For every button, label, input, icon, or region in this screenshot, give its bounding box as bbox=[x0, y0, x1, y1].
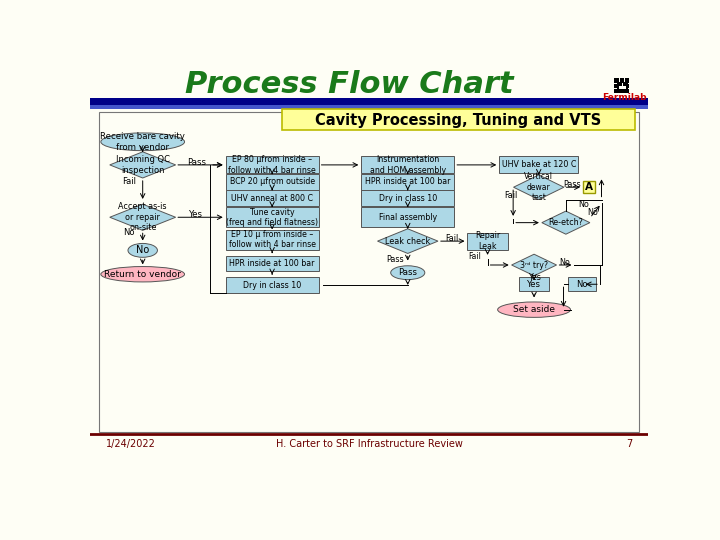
Text: A: A bbox=[585, 182, 593, 192]
FancyBboxPatch shape bbox=[225, 230, 319, 249]
Text: HPR inside at 100 bar: HPR inside at 100 bar bbox=[365, 177, 451, 186]
FancyBboxPatch shape bbox=[625, 89, 629, 93]
Text: Tune cavity
(freq and field flatness): Tune cavity (freq and field flatness) bbox=[226, 207, 318, 227]
Text: Dry in class 10: Dry in class 10 bbox=[379, 193, 437, 202]
Text: UHV bake at 120 C: UHV bake at 120 C bbox=[502, 160, 576, 170]
FancyBboxPatch shape bbox=[225, 157, 319, 173]
FancyBboxPatch shape bbox=[225, 190, 319, 206]
Text: Receive bare cavity
from vendor: Receive bare cavity from vendor bbox=[100, 132, 185, 152]
FancyBboxPatch shape bbox=[583, 181, 595, 193]
Text: Yes: Yes bbox=[528, 273, 541, 282]
Polygon shape bbox=[513, 175, 564, 200]
Polygon shape bbox=[109, 152, 176, 178]
FancyBboxPatch shape bbox=[90, 105, 648, 109]
Text: Cavity Processing, Tuning and VTS: Cavity Processing, Tuning and VTS bbox=[315, 113, 601, 128]
FancyBboxPatch shape bbox=[225, 207, 319, 227]
FancyBboxPatch shape bbox=[361, 190, 454, 206]
FancyBboxPatch shape bbox=[617, 82, 621, 86]
FancyBboxPatch shape bbox=[361, 157, 454, 173]
Text: Fail: Fail bbox=[445, 234, 459, 244]
Text: Incoming QC
inspection: Incoming QC inspection bbox=[116, 155, 170, 174]
Text: 3ʳᵈ try?: 3ʳᵈ try? bbox=[520, 260, 548, 269]
Ellipse shape bbox=[498, 302, 570, 318]
Text: Repair
Leak: Repair Leak bbox=[475, 232, 500, 251]
Text: No: No bbox=[136, 245, 149, 255]
Text: Dry in class 10: Dry in class 10 bbox=[243, 280, 301, 289]
FancyBboxPatch shape bbox=[282, 110, 635, 130]
Text: Final assembly: Final assembly bbox=[379, 213, 437, 222]
Text: Re-etch?: Re-etch? bbox=[549, 218, 583, 227]
FancyBboxPatch shape bbox=[467, 233, 508, 249]
Text: No: No bbox=[577, 280, 588, 289]
FancyBboxPatch shape bbox=[624, 82, 628, 86]
Text: Yes: Yes bbox=[527, 280, 541, 289]
Text: Process Flow Chart: Process Flow Chart bbox=[185, 70, 514, 98]
Ellipse shape bbox=[391, 266, 425, 280]
FancyBboxPatch shape bbox=[499, 157, 578, 173]
FancyBboxPatch shape bbox=[225, 256, 319, 271]
FancyBboxPatch shape bbox=[361, 207, 454, 227]
FancyBboxPatch shape bbox=[620, 78, 624, 83]
Text: Pass: Pass bbox=[386, 255, 403, 264]
Text: BCP 20 μfrom outside: BCP 20 μfrom outside bbox=[230, 177, 315, 186]
Text: No: No bbox=[578, 200, 589, 210]
Text: 7: 7 bbox=[626, 440, 632, 449]
Polygon shape bbox=[542, 211, 590, 234]
Text: EP 10 μ from inside –
follow with 4 bar rinse: EP 10 μ from inside – follow with 4 bar … bbox=[229, 230, 315, 249]
Ellipse shape bbox=[101, 133, 184, 151]
Text: 1/24/2022: 1/24/2022 bbox=[106, 440, 156, 449]
FancyBboxPatch shape bbox=[625, 78, 629, 83]
Text: Fail: Fail bbox=[122, 177, 136, 186]
Ellipse shape bbox=[101, 267, 184, 282]
FancyBboxPatch shape bbox=[625, 84, 629, 88]
Text: Set aside: Set aside bbox=[513, 305, 555, 314]
FancyBboxPatch shape bbox=[617, 88, 621, 92]
FancyBboxPatch shape bbox=[624, 88, 628, 92]
Text: Fermilab: Fermilab bbox=[602, 93, 647, 102]
Text: Instrumentation
and HOM assembly: Instrumentation and HOM assembly bbox=[369, 155, 446, 174]
Ellipse shape bbox=[128, 244, 158, 257]
FancyBboxPatch shape bbox=[614, 84, 618, 88]
FancyBboxPatch shape bbox=[225, 174, 319, 190]
Text: Yes: Yes bbox=[189, 211, 203, 219]
Polygon shape bbox=[109, 204, 176, 231]
FancyBboxPatch shape bbox=[620, 89, 624, 93]
Text: Fail: Fail bbox=[504, 191, 518, 200]
Text: Accept as-is
or repair
on-site: Accept as-is or repair on-site bbox=[119, 202, 167, 232]
FancyBboxPatch shape bbox=[361, 174, 454, 190]
FancyBboxPatch shape bbox=[99, 112, 639, 432]
Text: EP 80 μfrom inside –
follow with 4 bar rinse: EP 80 μfrom inside – follow with 4 bar r… bbox=[228, 155, 316, 174]
Text: Pass: Pass bbox=[563, 180, 581, 190]
Text: No: No bbox=[123, 228, 135, 237]
Text: Pass: Pass bbox=[398, 268, 418, 277]
Text: Fail: Fail bbox=[469, 252, 482, 261]
Text: Return to vendor: Return to vendor bbox=[104, 270, 181, 279]
FancyBboxPatch shape bbox=[225, 278, 319, 293]
FancyBboxPatch shape bbox=[90, 98, 648, 105]
Text: HPR inside at 100 bar: HPR inside at 100 bar bbox=[230, 259, 315, 268]
Text: Leak check: Leak check bbox=[385, 237, 431, 246]
FancyBboxPatch shape bbox=[519, 278, 549, 291]
Text: Vertical
dewar
test: Vertical dewar test bbox=[524, 172, 553, 202]
FancyBboxPatch shape bbox=[614, 89, 618, 93]
Text: H. Carter to SRF Infrastructure Review: H. Carter to SRF Infrastructure Review bbox=[276, 440, 462, 449]
FancyBboxPatch shape bbox=[614, 78, 618, 83]
Polygon shape bbox=[512, 254, 557, 276]
FancyBboxPatch shape bbox=[619, 86, 626, 90]
Text: No: No bbox=[559, 258, 570, 267]
Text: Pass: Pass bbox=[186, 158, 206, 167]
Text: UHV anneal at 800 C: UHV anneal at 800 C bbox=[231, 193, 313, 202]
FancyBboxPatch shape bbox=[568, 278, 596, 291]
Polygon shape bbox=[377, 229, 438, 253]
Text: No: No bbox=[588, 208, 598, 217]
